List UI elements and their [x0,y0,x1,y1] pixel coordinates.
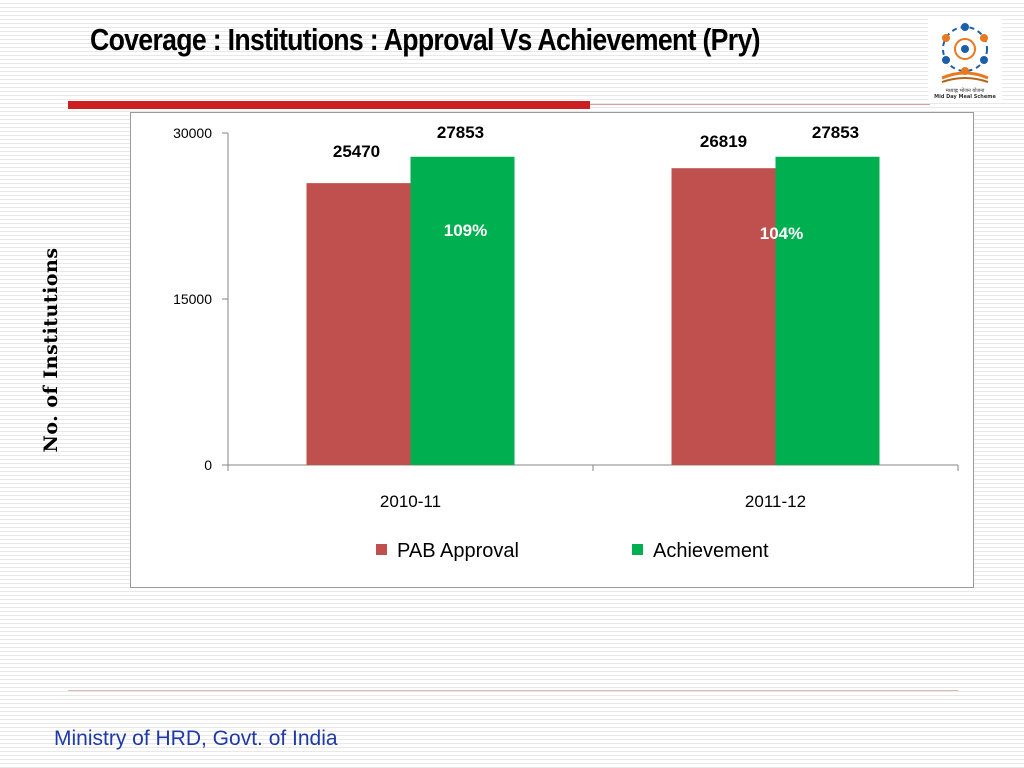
data-label: 27853 [812,123,859,142]
slide-title: Coverage : Institutions : Approval Vs Ac… [90,22,760,57]
title-underline-red [68,101,590,109]
y-tick-label: 15000 [173,291,212,307]
bar-achievement [410,156,515,465]
legend-swatch [376,544,387,555]
mid-day-meal-logo: मध्याह्न भोजन योजना Mid Day Meal Scheme [928,16,1002,102]
bar-chart: 0 15000 30000 25470 27853 109% 2010-11 26819 278… [173,123,959,562]
footer-text: Ministry of HRD, Govt. of India [54,727,338,750]
legend-label: Achievement [653,540,769,562]
bar-pab-approval [306,183,411,465]
bar-achievement [775,156,880,465]
data-label: 27853 [437,123,484,142]
y-tick-label: 30000 [173,125,212,141]
logo-emblem-icon [941,23,989,83]
y-tick-label: 0 [204,457,212,473]
data-label: 26819 [700,132,747,151]
y-axis-title-container: No. of Institutions [36,228,66,472]
legend-label: PAB Approval [397,540,519,562]
x-tick-label: 2011-12 [745,492,806,511]
bar-pab-approval [671,168,776,465]
data-label: 25470 [333,142,380,161]
title-underline-thin [590,104,930,105]
logo-english-text: Mid Day Meal Scheme [934,94,996,100]
legend-swatch [632,544,643,555]
y-axis-title: No. of Institutions [40,247,62,453]
footer-divider [68,690,958,691]
percent-label: 104% [760,224,803,243]
logo-hindi-text: मध्याह्न भोजन योजना [945,88,985,94]
percent-label: 109% [444,221,487,240]
x-tick-label: 2010-11 [380,492,441,511]
